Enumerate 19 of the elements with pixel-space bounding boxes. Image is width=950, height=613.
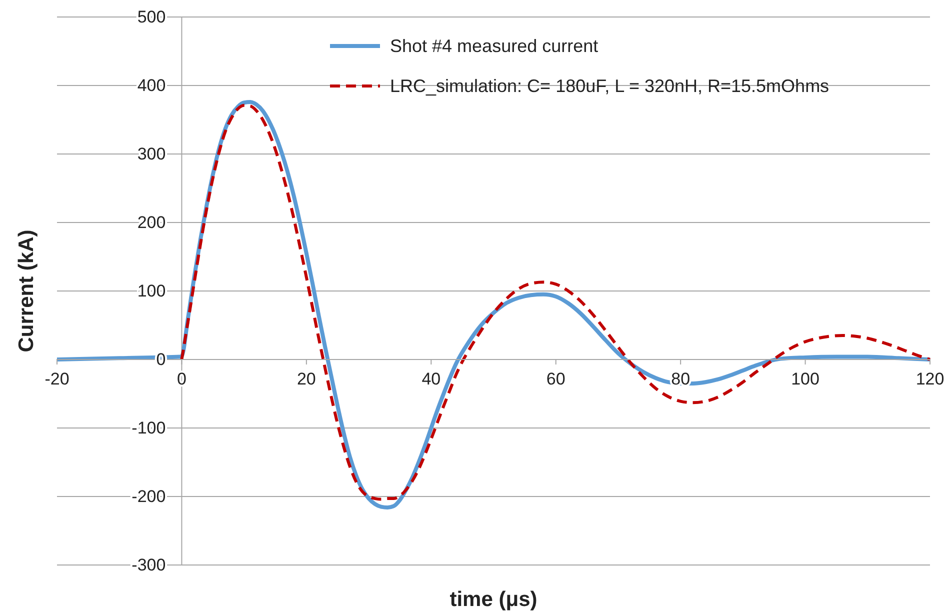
legend-label: LRC_simulation: C= 180uF, L = 320nH, R=15.5mOhms [390,76,830,96]
x-tick-label: 60 [546,370,566,389]
x-tick-label: 120 [916,370,944,389]
x-axis-title: time (μs) [450,588,538,611]
y-axis-title: Current (kA) [15,230,38,352]
y-tick-label: 500 [137,7,166,26]
y-tick-label: -100 [132,418,166,438]
y-tick-label: 100 [137,281,166,300]
y-tick-label: 300 [137,144,166,164]
x-tick-label: 0 [176,370,186,389]
y-tick-label: -200 [132,486,166,506]
y-tick-label: -300 [132,555,166,574]
legend-label: Shot #4 measured current [390,36,598,56]
x-tick-label: -20 [44,370,70,389]
y-tick-label: 200 [137,212,166,232]
x-tick-label: 100 [791,370,820,389]
y-tick-label: 400 [137,76,166,95]
x-tick-label: 40 [422,370,441,389]
x-tick-label: 20 [296,370,316,389]
